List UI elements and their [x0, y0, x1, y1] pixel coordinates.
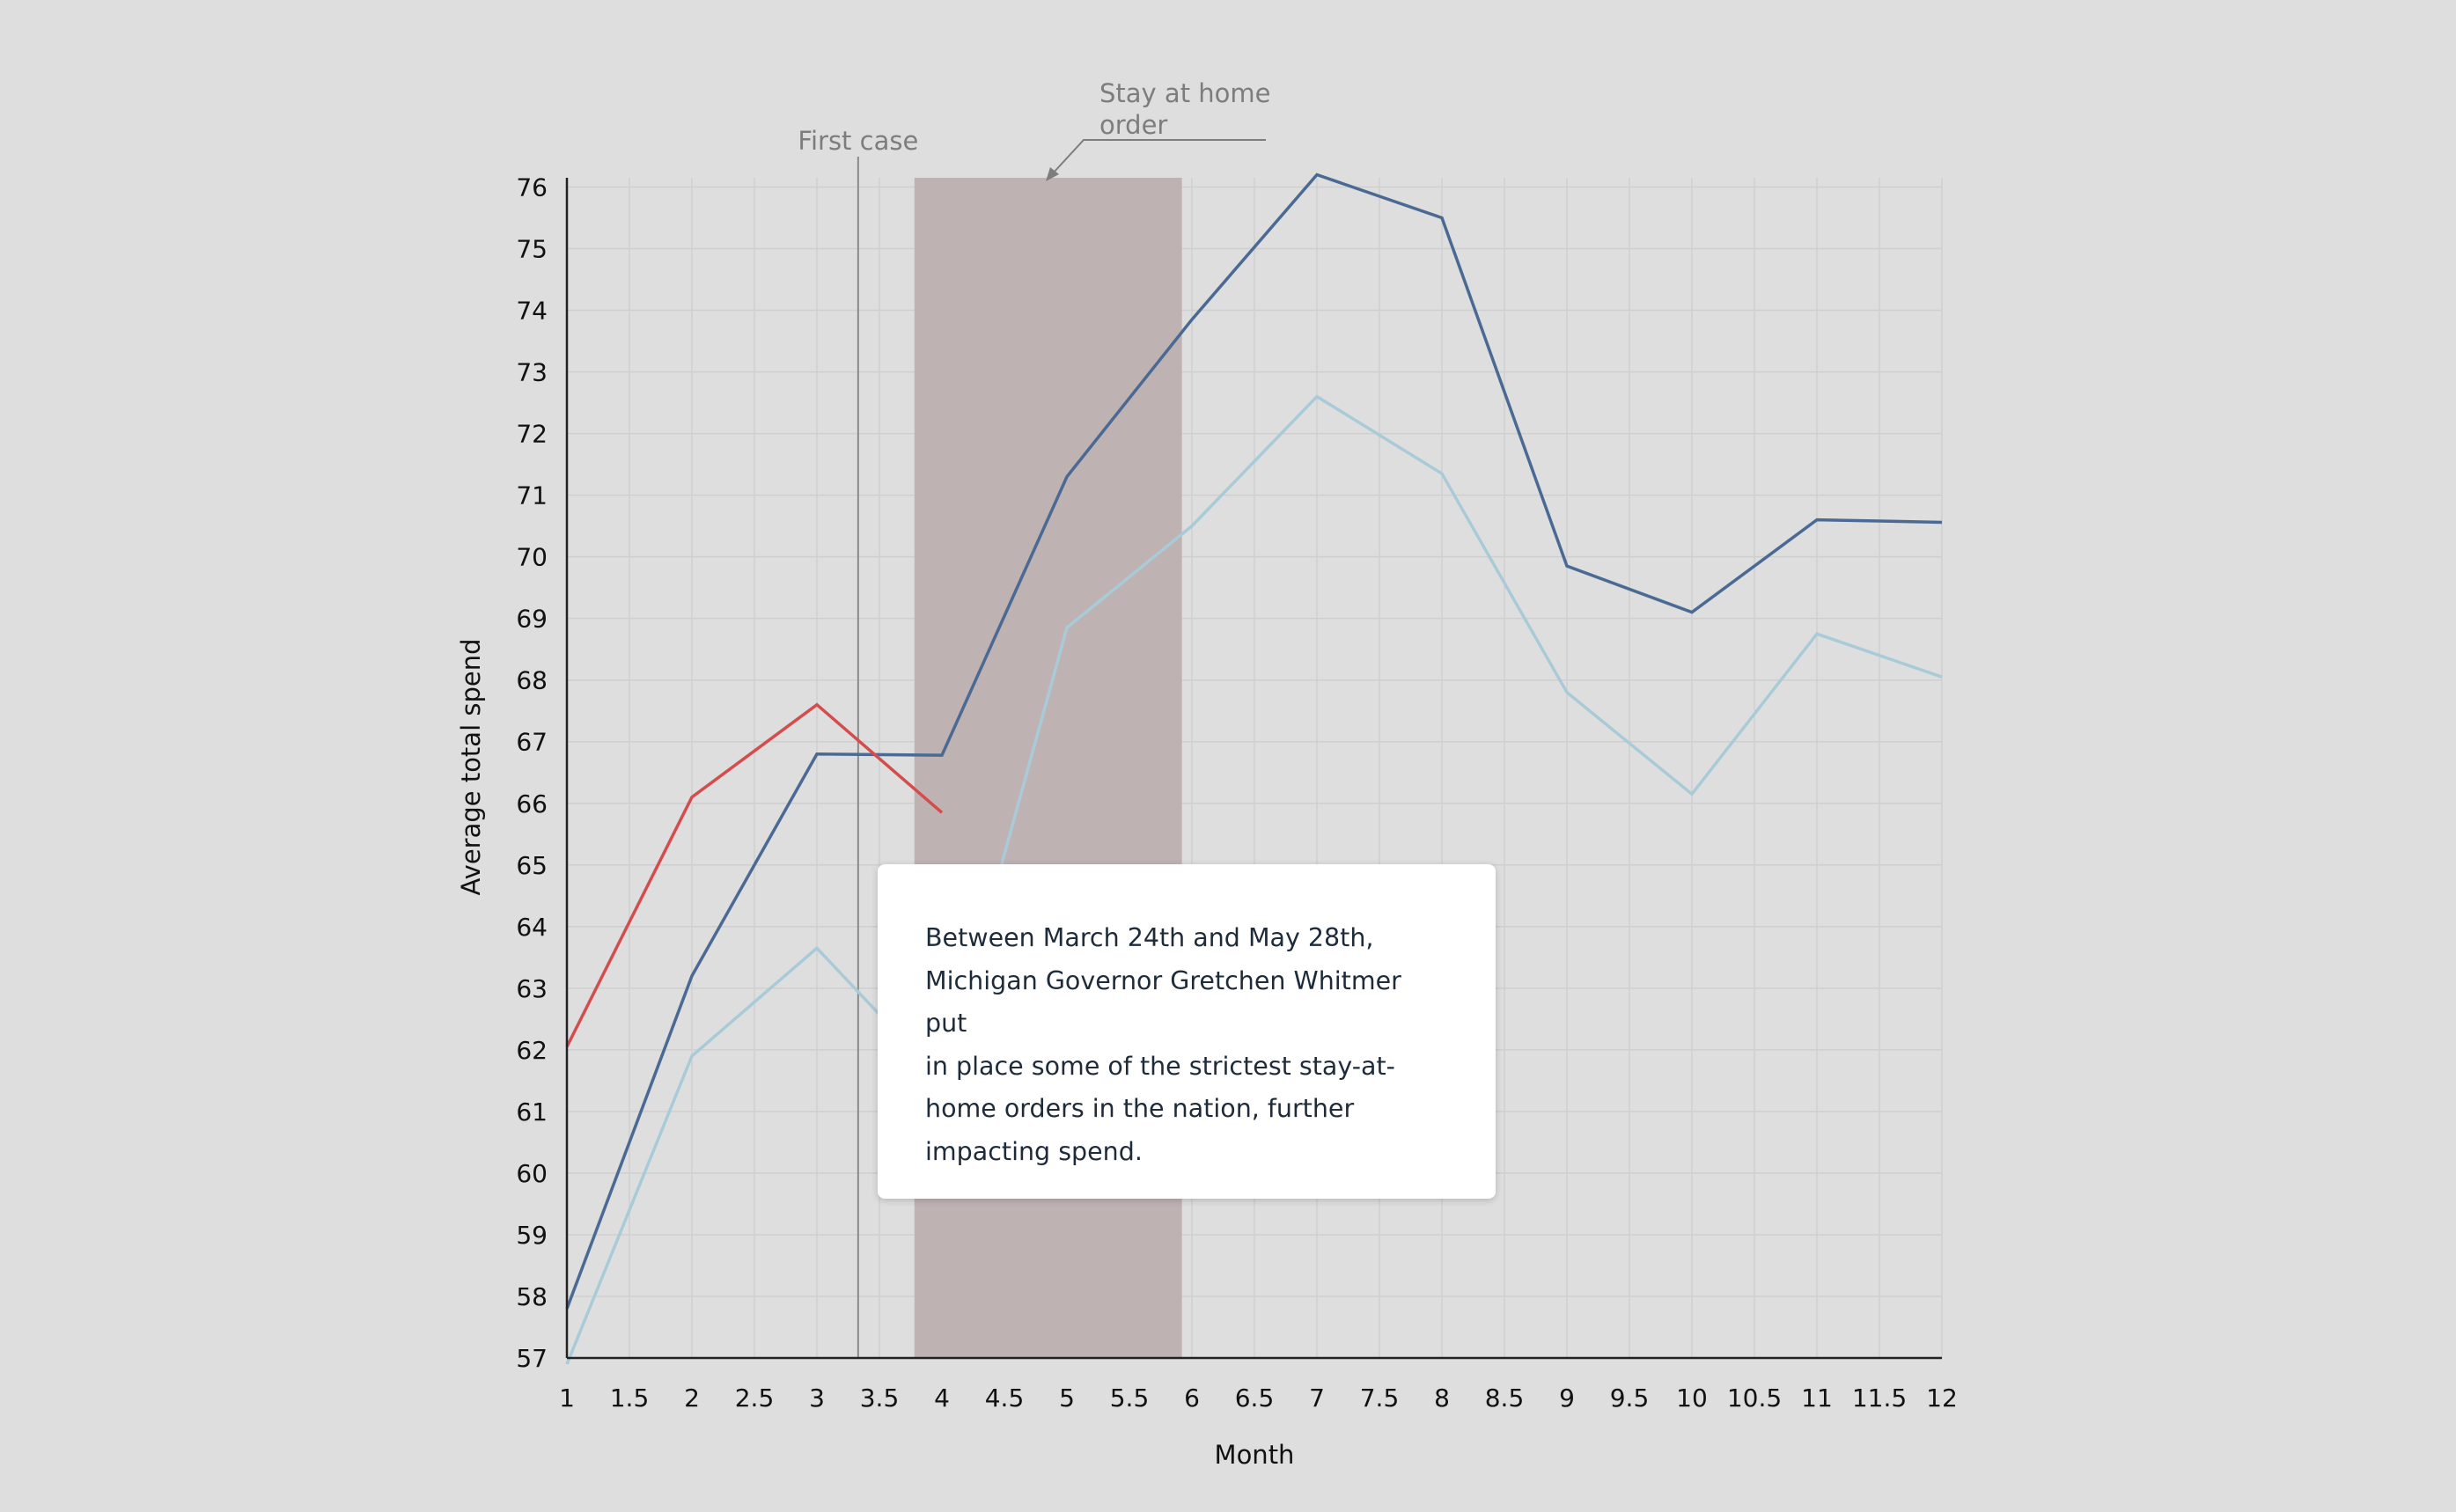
- y-tick-label: 73: [516, 358, 548, 387]
- x-tick-label: 5: [1059, 1384, 1075, 1413]
- y-tick-label: 60: [516, 1159, 548, 1188]
- series-line-2: [565, 172, 1943, 1310]
- x-axis-title: Month: [1215, 1440, 1295, 1470]
- x-tick-label: 8: [1434, 1384, 1450, 1413]
- y-tick-label: 70: [516, 543, 548, 572]
- x-tick-label: 11.5: [1852, 1384, 1907, 1413]
- x-tick-label: 4.5: [985, 1384, 1025, 1413]
- tooltip-line: Michigan Governor Gretchen Whitmer put: [925, 965, 1401, 1039]
- y-tick-label: 62: [516, 1036, 548, 1065]
- x-tick-label: 8.5: [1485, 1384, 1525, 1413]
- y-tick-label: 57: [516, 1344, 548, 1373]
- x-tick-label: 9: [1559, 1384, 1575, 1413]
- y-tick-label: 74: [516, 297, 548, 326]
- pointer-line: [1052, 139, 1266, 174]
- y-tick-label: 66: [516, 789, 548, 818]
- x-tick-label: 10: [1676, 1384, 1708, 1413]
- stay-at-home-pointer: [1046, 139, 1266, 181]
- annotation-tooltip: Between March 24th and May 28th, Michiga…: [878, 864, 1496, 1199]
- y-tick-label: 71: [516, 481, 548, 510]
- x-tick-label: 5.5: [1110, 1384, 1150, 1413]
- pointer-arrowhead: [1046, 167, 1059, 181]
- y-tick-label: 75: [516, 235, 548, 264]
- y-tick-label: 72: [516, 420, 548, 449]
- x-tick-label: 2: [684, 1384, 700, 1413]
- y-tick-label: 61: [516, 1097, 548, 1127]
- x-tick-label: 10.5: [1727, 1384, 1782, 1413]
- x-tick-label: 6: [1184, 1384, 1200, 1413]
- y-tick-label: 64: [516, 913, 548, 942]
- tooltip-line: Between March 24th and May 28th,: [925, 923, 1374, 952]
- x-tick-label: 6.5: [1235, 1384, 1275, 1413]
- y-axis-title: Average total spend: [456, 639, 486, 896]
- y-tick-label: 65: [516, 851, 548, 880]
- x-tick-label: 1: [559, 1384, 575, 1413]
- y-tick-label: 69: [516, 605, 548, 634]
- y-tick-label: 68: [516, 666, 548, 695]
- y-tick-label: 58: [516, 1282, 548, 1311]
- tooltip-line: impacting spend.: [925, 1136, 1143, 1166]
- tooltip-line: in place some of the strictest stay-at-: [925, 1051, 1395, 1081]
- y-tick-label: 76: [516, 173, 548, 202]
- stay-at-home-label-line-1: Stay at home: [1099, 78, 1271, 108]
- first-case-label: First case: [798, 126, 918, 156]
- x-tick-labels: 1 1.5 2 2.5 3 3.5 4 4.5 5 5.5 6 6.5 7 7.5 8 8.5 9 9.5 10 10…: [559, 1384, 1958, 1413]
- x-tick-label: 7.5: [1360, 1384, 1400, 1413]
- y-tick-label: 67: [516, 728, 548, 757]
- x-tick-label: 2.5: [735, 1384, 775, 1413]
- x-tick-label: 9.5: [1610, 1384, 1650, 1413]
- series-line-3: [565, 702, 944, 1048]
- tooltip-line: home orders in the nation, further: [925, 1094, 1355, 1123]
- tooltip-text: Between March 24th and May 28th, Michiga…: [925, 917, 1450, 1173]
- x-tick-label: 3.5: [860, 1384, 900, 1413]
- y-tick-label: 59: [516, 1221, 548, 1250]
- x-tick-label: 1.5: [610, 1384, 650, 1413]
- x-tick-label: 7: [1309, 1384, 1325, 1413]
- x-tick-label: 4: [934, 1384, 950, 1413]
- x-tick-label: 11: [1801, 1384, 1833, 1413]
- x-tick-label: 12: [1926, 1384, 1958, 1413]
- x-tick-label: 3: [809, 1384, 825, 1413]
- y-tick-labels: 57 58 59 60 61 62 63 64 65 66 67 68 69 70 71 72 73 74 75 76: [516, 173, 548, 1373]
- stay-at-home-label-line-2: order: [1099, 110, 1167, 140]
- series-lines: [565, 172, 1943, 1365]
- series-line-1: [565, 394, 1943, 1365]
- y-tick-label: 63: [516, 974, 548, 1003]
